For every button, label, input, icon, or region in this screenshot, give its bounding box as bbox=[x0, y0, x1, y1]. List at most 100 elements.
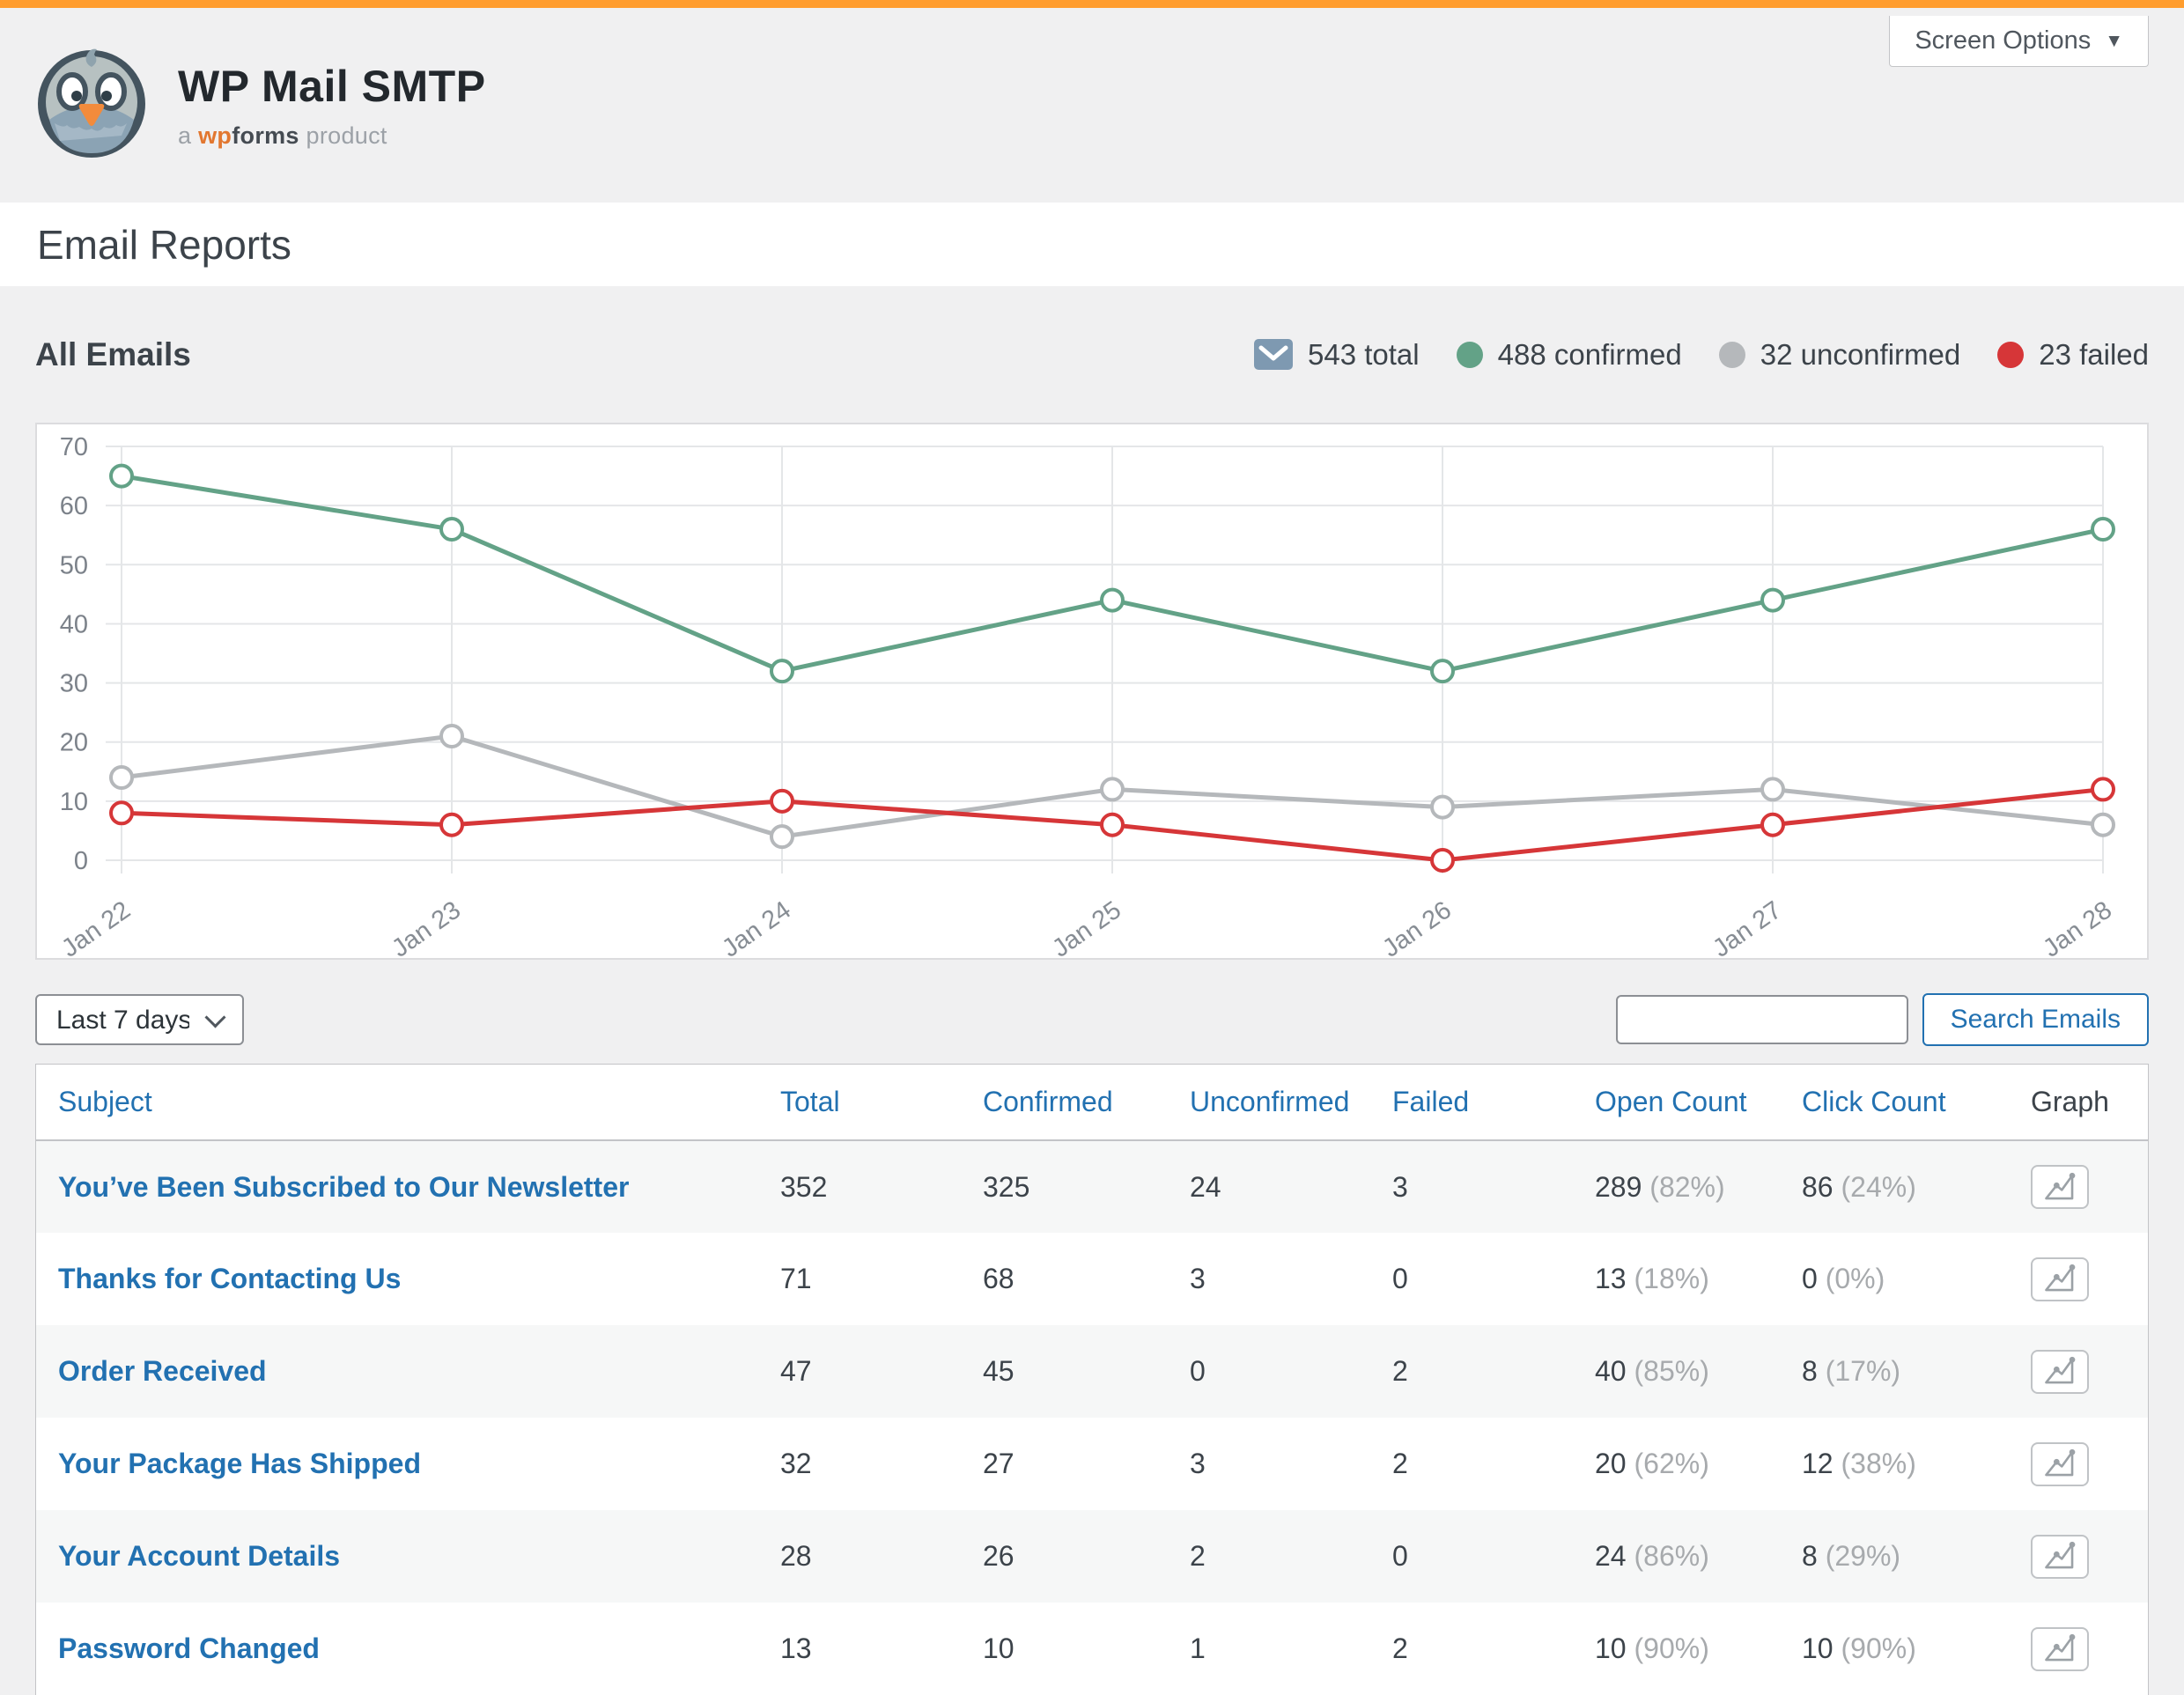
cell-click-count: 12 (38%) bbox=[1802, 1448, 1916, 1479]
cell-failed: 0 bbox=[1392, 1540, 1408, 1572]
column-header-open-count[interactable]: Open Count bbox=[1595, 1086, 1747, 1117]
data-point-confirmed bbox=[109, 463, 134, 489]
column-header-confirmed[interactable]: Confirmed bbox=[983, 1086, 1113, 1117]
row-graph-button[interactable] bbox=[2031, 1349, 2089, 1394]
cell-unconfirmed: 1 bbox=[1190, 1632, 1206, 1664]
data-point-unconfirmed bbox=[109, 765, 134, 791]
app-header: WP Mail SMTP a wpforms product Screen Op… bbox=[0, 8, 2184, 203]
cell-click-count: 0 (0%) bbox=[1802, 1263, 1885, 1294]
cell-failed: 3 bbox=[1392, 1170, 1408, 1203]
app-tagline: a wpforms product bbox=[178, 122, 387, 149]
cell-open-count: 20 (62%) bbox=[1595, 1448, 1709, 1479]
column-header-total[interactable]: Total bbox=[780, 1086, 840, 1117]
top-accent-bar bbox=[0, 0, 2184, 8]
svg-text:Jan 26: Jan 26 bbox=[1377, 896, 1457, 958]
legend-item: 488 confirmed bbox=[1456, 338, 1682, 372]
line-chart-icon bbox=[2042, 1263, 2077, 1295]
cell-confirmed: 27 bbox=[983, 1448, 1015, 1479]
data-point-unconfirmed bbox=[1100, 777, 1125, 802]
chevron-down-icon: ▼ bbox=[2105, 30, 2123, 51]
email-reports-table: Subject Total Confirmed Unconfirmed Failed Op… bbox=[35, 1064, 2149, 1695]
line-chart-icon bbox=[2042, 1540, 2077, 1573]
row-graph-button[interactable] bbox=[2031, 1534, 2089, 1579]
line-chart-icon bbox=[2042, 1171, 2077, 1204]
data-point-failed bbox=[1100, 812, 1125, 837]
search-input[interactable] bbox=[1615, 995, 1908, 1044]
line-chart-icon bbox=[2042, 1448, 2077, 1480]
legend-dot-icon bbox=[1718, 341, 1745, 368]
table-row: Your Package Has Shipped 32 27 3 2 20 (6… bbox=[36, 1418, 2148, 1510]
email-subject-link[interactable]: Order Received bbox=[58, 1355, 267, 1387]
cell-unconfirmed: 0 bbox=[1190, 1355, 1206, 1387]
data-point-failed bbox=[2091, 777, 2115, 802]
data-point-unconfirmed bbox=[439, 724, 464, 749]
svg-text:Jan 23: Jan 23 bbox=[387, 896, 466, 958]
data-point-failed bbox=[109, 800, 134, 826]
svg-text:Jan 28: Jan 28 bbox=[2038, 896, 2117, 958]
email-subject-link[interactable]: Your Package Has Shipped bbox=[58, 1448, 421, 1479]
column-header-subject[interactable]: Subject bbox=[58, 1086, 152, 1117]
cell-click-count: 86 (24%) bbox=[1802, 1170, 1916, 1203]
cell-confirmed: 68 bbox=[983, 1263, 1015, 1294]
email-subject-link[interactable]: Password Changed bbox=[58, 1632, 320, 1664]
svg-text:60: 60 bbox=[60, 492, 88, 520]
line-chart-icon bbox=[2042, 1355, 2077, 1388]
svg-text:Jan 27: Jan 27 bbox=[1708, 896, 1787, 958]
column-header-click-count[interactable]: Click Count bbox=[1802, 1086, 1946, 1117]
data-point-unconfirmed bbox=[770, 824, 794, 850]
cell-click-count: 8 (17%) bbox=[1802, 1355, 1901, 1387]
cell-open-count: 24 (86%) bbox=[1595, 1540, 1709, 1572]
table-row: Order Received 47 45 0 2 40 (85%) 8 (17%… bbox=[36, 1325, 2148, 1418]
screen-options-button[interactable]: Screen Options ▼ bbox=[1889, 16, 2149, 67]
cell-total: 13 bbox=[780, 1632, 812, 1664]
cell-unconfirmed: 24 bbox=[1190, 1170, 1221, 1203]
email-subject-link[interactable]: Your Account Details bbox=[58, 1540, 341, 1572]
search-emails-button[interactable]: Search Emails bbox=[1922, 993, 2149, 1046]
column-header-unconfirmed[interactable]: Unconfirmed bbox=[1190, 1086, 1350, 1117]
chart-legend: 543 total 488 confirmed 32 unconfirmed 23 f… bbox=[1254, 338, 2149, 372]
table-row: Your Account Details 28 26 2 0 24 (86%) … bbox=[36, 1510, 2148, 1603]
svg-text:Jan 22: Jan 22 bbox=[56, 896, 136, 958]
table-row: Thanks for Contacting Us 71 68 3 0 13 (1… bbox=[36, 1233, 2148, 1325]
svg-text:70: 70 bbox=[60, 433, 88, 461]
row-graph-button[interactable] bbox=[2031, 1165, 2089, 1209]
cell-confirmed: 26 bbox=[983, 1540, 1015, 1572]
data-point-failed bbox=[770, 788, 794, 814]
row-graph-button[interactable] bbox=[2031, 1257, 2089, 1301]
data-point-confirmed bbox=[1760, 587, 1785, 613]
email-table-body: You’ve Been Subscribed to Our Newsletter… bbox=[36, 1140, 2148, 1695]
svg-text:0: 0 bbox=[74, 847, 88, 875]
date-range-select[interactable]: Last 7 days bbox=[35, 994, 244, 1045]
email-subject-link[interactable]: You’ve Been Subscribed to Our Newsletter bbox=[58, 1170, 630, 1203]
svg-text:Jan 24: Jan 24 bbox=[717, 896, 796, 958]
data-point-confirmed bbox=[2091, 517, 2115, 542]
data-point-confirmed bbox=[1430, 659, 1455, 684]
page-title-band: Email Reports bbox=[0, 203, 2184, 286]
svg-text:Jan 25: Jan 25 bbox=[1047, 896, 1126, 958]
cell-click-count: 10 (90%) bbox=[1802, 1632, 1916, 1664]
row-graph-button[interactable] bbox=[2031, 1626, 2089, 1671]
envelope-icon bbox=[1254, 339, 1294, 370]
data-point-failed bbox=[1430, 848, 1455, 873]
cell-confirmed: 10 bbox=[983, 1632, 1015, 1664]
column-header-failed[interactable]: Failed bbox=[1392, 1086, 1470, 1117]
email-subject-link[interactable]: Thanks for Contacting Us bbox=[58, 1263, 402, 1294]
cell-confirmed: 325 bbox=[983, 1170, 1030, 1203]
row-graph-button[interactable] bbox=[2031, 1441, 2089, 1486]
svg-text:20: 20 bbox=[60, 729, 88, 757]
cell-failed: 2 bbox=[1392, 1632, 1408, 1664]
cell-unconfirmed: 3 bbox=[1190, 1448, 1206, 1479]
email-stats-chart[interactable]: 0 10 20 30 40 50 60 70 Jan 22 Jan 23 Jan 24 Jan 25 J… bbox=[35, 423, 2149, 960]
cell-unconfirmed: 3 bbox=[1190, 1263, 1206, 1294]
table-row: You’ve Been Subscribed to Our Newsletter… bbox=[36, 1140, 2148, 1233]
column-header-graph: Graph bbox=[2031, 1086, 2109, 1117]
svg-text:40: 40 bbox=[60, 610, 88, 638]
legend-item: 23 failed bbox=[1997, 338, 2149, 372]
line-chart-icon bbox=[2042, 1632, 2077, 1665]
cell-total: 47 bbox=[780, 1355, 812, 1387]
app-title: WP Mail SMTP bbox=[178, 62, 486, 111]
table-row: Password Changed 13 10 1 2 10 (90%) 10 (… bbox=[36, 1603, 2148, 1695]
cell-open-count: 10 (90%) bbox=[1595, 1632, 1709, 1664]
svg-text:50: 50 bbox=[60, 551, 88, 579]
legend-item: 543 total bbox=[1254, 338, 1420, 372]
